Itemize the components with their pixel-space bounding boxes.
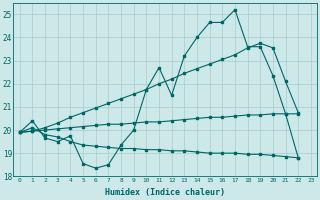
X-axis label: Humidex (Indice chaleur): Humidex (Indice chaleur) [105,188,225,197]
